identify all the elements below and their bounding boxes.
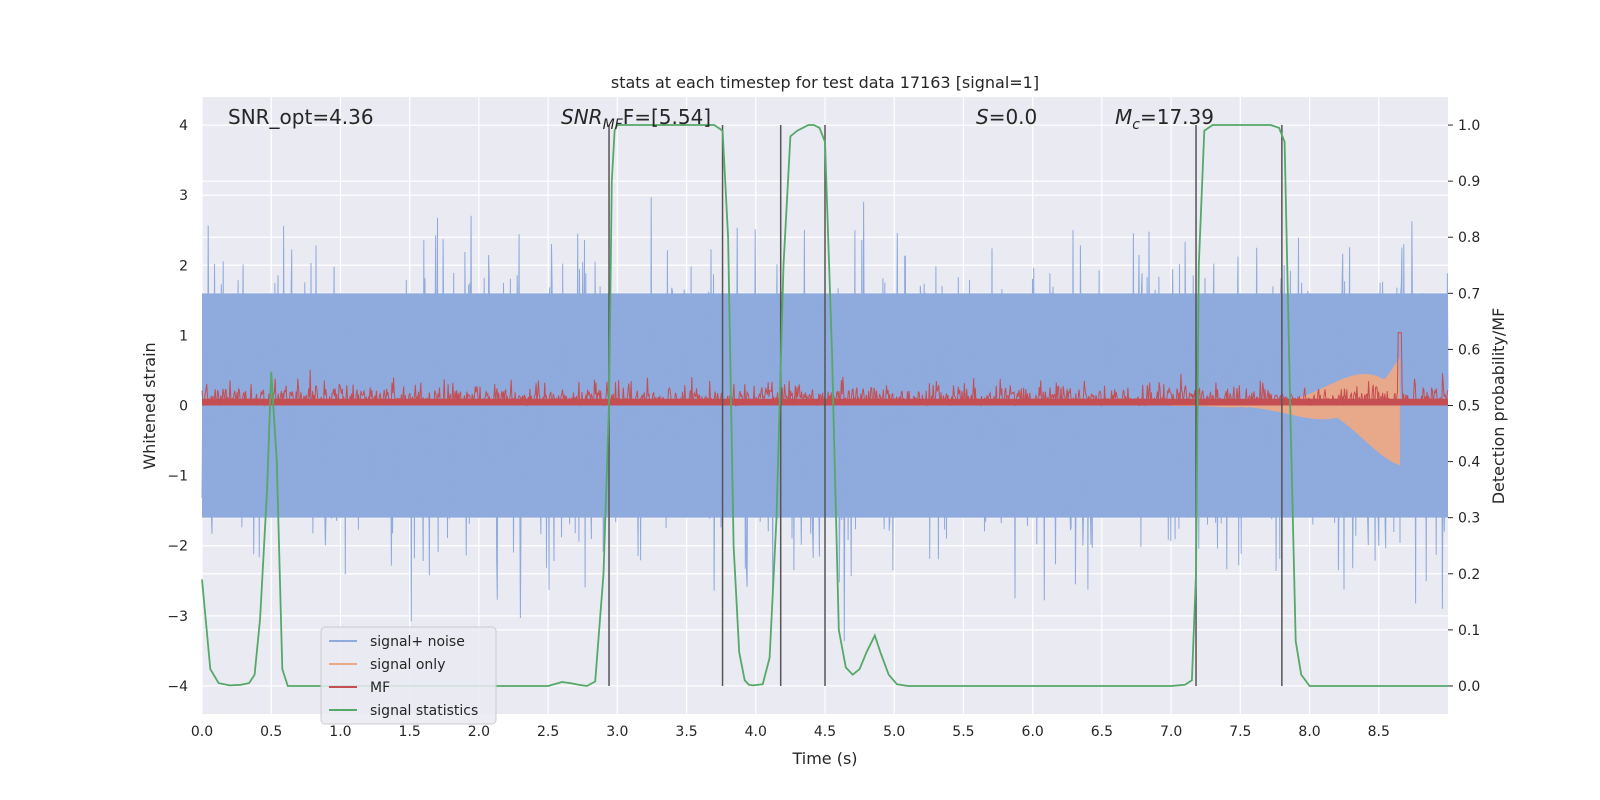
x-tick-label: 7.5 <box>1229 724 1251 740</box>
x-tick-label: 0.5 <box>260 724 282 740</box>
mc-annotation: Mc=17.39 <box>1115 105 1214 133</box>
x-tick-label: 4.0 <box>745 724 767 740</box>
legend-label-signal-only: signal only <box>370 657 445 673</box>
y-tick-label: 4 <box>179 118 188 134</box>
x-tick-label: 5.0 <box>883 724 905 740</box>
x-axis-ticks: 0.0 0.5 1.0 1.5 2.0 2.5 3.0 3.5 4.0 4.5 5.0 5.5 6.0 6… <box>191 724 1390 740</box>
y2-tick-label: 0.0 <box>1458 679 1480 695</box>
y-axis-ticks: −4 −3 −2 −1 0 1 2 3 4 <box>167 118 188 695</box>
x-tick-label: 3.0 <box>606 724 628 740</box>
y-tick-label: −2 <box>167 539 188 555</box>
signal-statistics-series <box>201 124 1448 687</box>
y2-tick-label: 1.0 <box>1458 118 1480 134</box>
y2-tick-label: 0.2 <box>1458 567 1480 583</box>
s-symbol: S <box>976 105 989 129</box>
x-tick-label: 2.5 <box>537 724 559 740</box>
x-tick-label: 4.5 <box>814 724 836 740</box>
y-tick-label: −1 <box>167 469 188 485</box>
y-tick-label: −4 <box>167 679 188 695</box>
x-tick-label: 2.0 <box>468 724 490 740</box>
x-tick-label: 1.5 <box>399 724 421 740</box>
legend-label-signal-plus-noise: signal+ noise <box>370 634 465 650</box>
x-tick-label: 6.0 <box>1022 724 1044 740</box>
y2-tick-label: 0.9 <box>1458 174 1480 190</box>
mc-value: =17.39 <box>1140 105 1214 129</box>
snr-mf-subscript: MF <box>603 117 624 133</box>
x-tick-label: 8.0 <box>1298 724 1320 740</box>
snr-mf-value: F=[5.54] <box>623 105 711 129</box>
snr-mf-annotation: SNRMFF=[5.54] <box>561 105 711 133</box>
s-value: =0.0 <box>989 105 1038 129</box>
y2-axis-ticks: 0.0 0.1 0.2 0.3 0.4 0.5 0.6 0.7 0.8 0.9 1.0 <box>1448 118 1480 695</box>
x-tick-label: 3.5 <box>675 724 697 740</box>
chart-title: stats at each timestep for test data 171… <box>611 73 1039 92</box>
x-tick-label: 6.5 <box>1091 724 1113 740</box>
y2-tick-label: 0.7 <box>1458 286 1480 302</box>
y-axis-label: Whitened strain <box>140 342 159 469</box>
legend-label-signal-statistics: signal statistics <box>370 703 478 719</box>
y2-tick-label: 0.3 <box>1458 511 1480 527</box>
signal-statistics-line <box>201 124 1448 687</box>
s-annotation: S=0.0 <box>976 105 1037 129</box>
y2-tick-label: 0.6 <box>1458 342 1480 358</box>
mc-subscript: c <box>1132 117 1140 133</box>
snr-opt-annotation: SNR_opt=4.36 <box>228 105 374 129</box>
y2-tick-label: 0.8 <box>1458 230 1480 246</box>
y-tick-label: 2 <box>179 258 188 274</box>
y2-tick-label: 0.4 <box>1458 455 1480 471</box>
x-tick-label: 7.0 <box>1160 724 1182 740</box>
x-axis-label: Time (s) <box>791 749 857 768</box>
mc-symbol: M <box>1115 105 1132 129</box>
y-tick-label: −3 <box>167 609 188 625</box>
y2-tick-label: 0.1 <box>1458 623 1480 639</box>
legend: signal+ noise signal only MF signal stat… <box>320 626 497 725</box>
legend-box <box>320 626 497 725</box>
y2-axis-label: Detection probability/MF <box>1489 308 1508 505</box>
x-tick-label: 5.5 <box>952 724 974 740</box>
snr-mf-symbol: SNR <box>561 105 603 129</box>
y-tick-label: 0 <box>179 399 188 415</box>
x-tick-label: 8.5 <box>1368 724 1390 740</box>
legend-label-mf: MF <box>370 680 390 696</box>
x-tick-label: 1.0 <box>329 724 351 740</box>
y-tick-label: 1 <box>179 328 188 344</box>
x-tick-label: 0.0 <box>191 724 213 740</box>
y-tick-label: 3 <box>179 188 188 204</box>
y2-tick-label: 0.5 <box>1458 399 1480 415</box>
